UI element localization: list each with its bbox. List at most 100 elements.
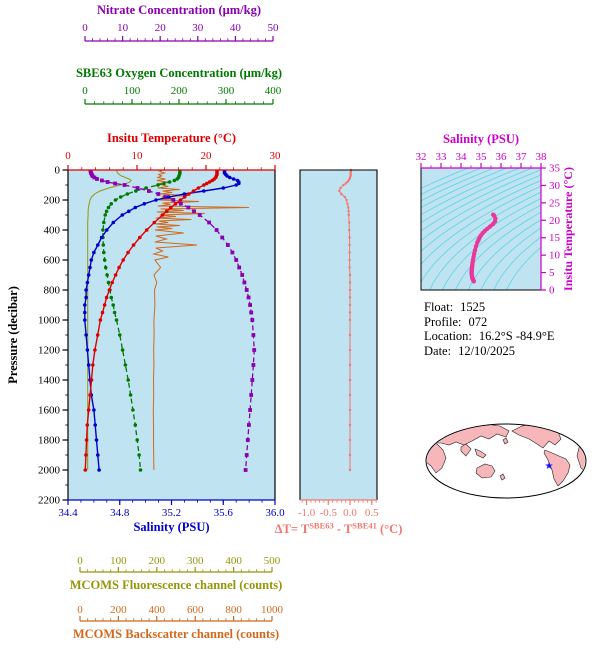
marker (348, 296, 352, 299)
ts-salinity-axis-title: Salinity (PSU) (443, 132, 519, 146)
marker (120, 213, 125, 217)
profile-label: Profile: (424, 314, 462, 329)
marker (196, 186, 201, 190)
marker (234, 258, 239, 262)
marker (88, 393, 92, 397)
density-contour (467, 219, 541, 290)
marker (95, 333, 100, 337)
marker (100, 310, 105, 315)
marker (343, 195, 346, 199)
marker (144, 228, 149, 232)
marker (167, 180, 172, 184)
marker (83, 310, 87, 315)
marker (192, 209, 196, 214)
marker (348, 393, 352, 397)
fluorescence-axis-tick-label: 400 (225, 555, 242, 567)
marker (230, 250, 235, 255)
marker (83, 303, 87, 307)
salinity-axis: 34.4 34.8 35.2 35.6 36.0 Salinity (PSU) (58, 499, 285, 534)
location-label: Location: (424, 329, 472, 344)
marker (175, 177, 179, 181)
marker (86, 408, 91, 412)
ts-temp-axis-title: Insitu Temperature (°C) (561, 167, 575, 291)
marker (248, 303, 252, 307)
fluorescence-axis-tick-label: 200 (149, 555, 166, 567)
marker (473, 244, 479, 249)
temperature-profile (83, 170, 219, 472)
marker (84, 453, 88, 457)
marker (348, 318, 352, 322)
marker (348, 273, 352, 277)
marker (85, 280, 90, 285)
ts-salinity-axis-tick-label: 35 (476, 151, 488, 163)
marker (147, 189, 151, 193)
marker (178, 198, 183, 202)
marker (225, 174, 229, 178)
continent (543, 449, 571, 487)
marker (100, 178, 104, 183)
marker (111, 303, 115, 307)
marker (152, 220, 157, 225)
nitrate-axis-tick-label: 50 (268, 22, 280, 34)
marker (156, 183, 160, 187)
plot-background (300, 170, 377, 500)
temperature-axis-title: Insitu Temperature (°C) (107, 131, 236, 145)
temperature-axis-tick-label: 0 (65, 150, 71, 162)
marker (207, 220, 211, 225)
marker (122, 183, 127, 187)
marker (85, 423, 90, 427)
marker (131, 408, 135, 412)
ts-temp-tick-label: 0 (549, 285, 555, 297)
marker (246, 295, 251, 300)
ts-temperature-axis: 0 5 10 15 20 25 30 35 Insitu Temperature (°C) (541, 163, 575, 297)
marker (346, 202, 349, 205)
temperature-axis: 0 10 20 30 Insitu Temperature (°C) (65, 131, 281, 171)
ts-salinity-axis-tick-label: 32 (416, 151, 427, 163)
marker (92, 408, 96, 412)
backscatter-axis-tick-label: 0 (77, 604, 83, 616)
ts-temp-tick-label: 15 (549, 232, 561, 244)
pressure-tick-label: 200 (44, 195, 61, 207)
marker (98, 318, 103, 322)
marker (86, 363, 91, 367)
marker (487, 224, 493, 229)
marker (101, 243, 106, 247)
marker (106, 280, 111, 285)
marker (220, 235, 225, 240)
pressure-tick-label: 2000 (38, 465, 61, 477)
marker (252, 348, 257, 352)
fluorescence-axis-tick-label: 500 (264, 555, 281, 567)
oxygen-axis-title: SBE63 Oxygen Concentration (μm/kg) (76, 66, 282, 80)
continent (499, 473, 506, 481)
nitrate-axis-tick-label: 10 (117, 22, 129, 34)
marker (134, 189, 138, 193)
marker (244, 288, 249, 292)
nitrate-axis-title: Nitrate Concentration (μm/kg) (97, 3, 261, 17)
marker (234, 183, 238, 187)
nitrate-axis: 0 10 20 30 40 50 Nitrate Concentration (μm/kg) (82, 3, 280, 42)
marker (105, 180, 110, 184)
marker (348, 243, 351, 247)
marker (240, 273, 245, 277)
marker (342, 183, 345, 187)
location-value: 16.2°S -84.9°E (478, 329, 555, 344)
marker (348, 468, 352, 472)
pressure-tick-label: 800 (44, 285, 61, 297)
marker (99, 235, 104, 240)
fluorescence-axis-title: MCOMS Fluorescence channel (counts) (70, 578, 283, 592)
float-info-row: Float: 1525 (424, 300, 555, 315)
marker (245, 438, 250, 442)
marker (348, 251, 351, 254)
pressure-axis: 0 200 400 600 800 1000 1200 1400 1600 1800 2000 220… (6, 165, 68, 507)
marker (210, 178, 214, 183)
marker (214, 228, 219, 232)
ts-salinity-axis-tick-label: 33 (436, 151, 448, 163)
marker (102, 258, 107, 262)
delta-t-axis-tick-label: 0.0 (343, 507, 357, 519)
density-contour (421, 168, 482, 195)
marker (109, 295, 114, 300)
marker (339, 186, 342, 190)
fluorescence-axis: 0 100 200 300 400 500 MCOMS Fluorescence chann… (70, 555, 283, 592)
nitrate-axis-tick-label: 30 (192, 22, 204, 34)
